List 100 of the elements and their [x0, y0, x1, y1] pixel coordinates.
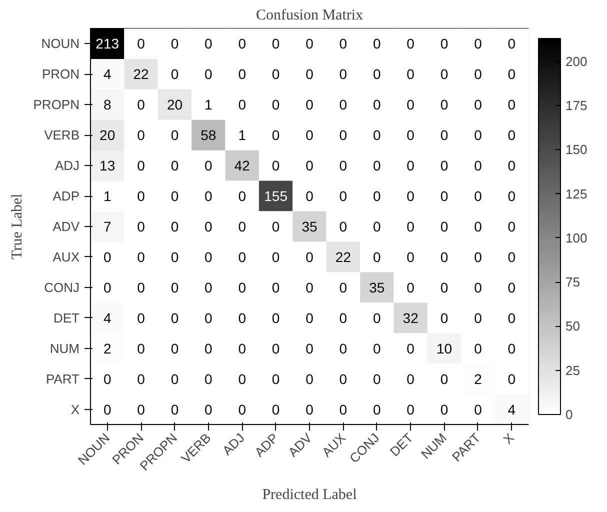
data-label: 0	[474, 279, 482, 296]
data-label: 0	[474, 188, 482, 204]
data-label: 0	[170, 188, 179, 204]
data-label: 0	[306, 279, 314, 296]
chart-title: Confusion Matrix	[256, 8, 364, 24]
data-label: 0	[474, 218, 482, 234]
data-label: 0	[238, 279, 246, 296]
data-label: 0	[372, 127, 381, 144]
data-label: 0	[440, 401, 448, 418]
data-label: 0	[272, 96, 280, 113]
data-label: 0	[372, 340, 381, 356]
data-label: 0	[204, 401, 213, 418]
data-label: 0	[339, 66, 348, 82]
color-bar-label: 100	[566, 230, 588, 246]
y-tick-label: CONJ	[44, 280, 80, 295]
data-label: 0	[306, 370, 314, 387]
data-label: 0	[272, 370, 280, 387]
data-label: 0	[137, 188, 146, 204]
data-label: 0	[406, 370, 415, 387]
data-label: 0	[474, 401, 482, 418]
data-label: 213	[96, 36, 120, 52]
data-label: 0	[406, 96, 415, 113]
data-label: 0	[440, 310, 448, 326]
data-label: 0	[406, 36, 415, 52]
data-label: 0	[272, 36, 280, 52]
y-tick-label: AUX	[52, 249, 80, 264]
data-label: 0	[272, 248, 280, 265]
data-label: 0	[204, 66, 213, 82]
data-label: 0	[406, 158, 415, 174]
data-label: 0	[272, 218, 280, 234]
data-label: 0	[204, 188, 213, 204]
data-label: 0	[170, 158, 179, 174]
color-bar-label: 150	[566, 142, 588, 158]
data-label: 4	[508, 401, 516, 418]
data-label: 0	[306, 340, 314, 356]
color-bar-label: 75	[566, 274, 580, 290]
data-label: 0	[272, 310, 280, 326]
data-label: 0	[238, 66, 246, 82]
y-tick-label: ADP	[52, 188, 80, 204]
data-label: 0	[508, 248, 516, 265]
data-label: 2	[474, 370, 482, 387]
data-label: 0	[474, 127, 482, 144]
data-label: 0	[339, 370, 348, 387]
data-label: 0	[339, 96, 348, 113]
data-label: 0	[508, 96, 516, 113]
data-label: 0	[372, 310, 381, 326]
data-label: 0	[406, 401, 415, 418]
data-label: 0	[137, 310, 146, 326]
data-label: 0	[339, 188, 348, 204]
data-label: 2	[103, 340, 112, 356]
data-label: 0	[272, 158, 280, 174]
data-label: 58	[200, 127, 216, 144]
data-label: 0	[474, 66, 482, 82]
data-label: 0	[170, 36, 179, 52]
data-label: 0	[272, 66, 280, 82]
data-label: 0	[204, 158, 213, 174]
data-label: 0	[440, 127, 448, 144]
data-label: 0	[406, 127, 415, 144]
data-label: 0	[440, 370, 448, 387]
data-label: 0	[440, 36, 448, 52]
data-label: 0	[170, 66, 179, 82]
data-label: 0	[137, 158, 146, 174]
data-label: 0	[440, 188, 448, 204]
data-label: 0	[372, 401, 381, 418]
data-label: 155	[264, 188, 288, 204]
data-label: 0	[508, 36, 516, 52]
data-label: 0	[339, 218, 348, 234]
data-label: 0	[204, 248, 213, 265]
color-bar-label: 175	[566, 98, 588, 114]
data-label: 0	[103, 279, 112, 296]
data-label: 0	[306, 36, 314, 52]
data-label: 0	[306, 96, 314, 113]
data-label: 0	[474, 248, 482, 265]
data-label: 0	[406, 279, 415, 296]
y-tick-label: X	[70, 402, 80, 417]
y-tick-label: NUM	[50, 340, 80, 356]
y-tick-label: PART	[46, 371, 80, 386]
data-label: 0	[137, 96, 146, 113]
data-label: 0	[508, 127, 516, 144]
data-label: 0	[170, 340, 179, 356]
data-label: 0	[137, 370, 146, 387]
data-label: 0	[272, 279, 280, 296]
color-bar-label: 125	[566, 186, 588, 202]
data-label: 0	[372, 188, 381, 204]
data-label: 35	[369, 279, 385, 296]
color-bar-label: 25	[566, 362, 580, 378]
data-label: 0	[406, 248, 415, 265]
data-label: 8	[103, 96, 112, 113]
data-label: 0	[508, 66, 516, 82]
data-label: 0	[238, 401, 246, 418]
data-label: 0	[204, 340, 213, 356]
data-label: 0	[238, 340, 246, 356]
data-label: 0	[339, 340, 348, 356]
data-label: 4	[103, 66, 112, 82]
data-label: 1	[103, 188, 112, 204]
y-tick-label: DET	[54, 310, 80, 326]
data-label: 0	[406, 340, 415, 356]
data-label: 0	[204, 218, 213, 234]
data-label: 0	[508, 310, 516, 326]
data-label: 0	[440, 158, 448, 174]
